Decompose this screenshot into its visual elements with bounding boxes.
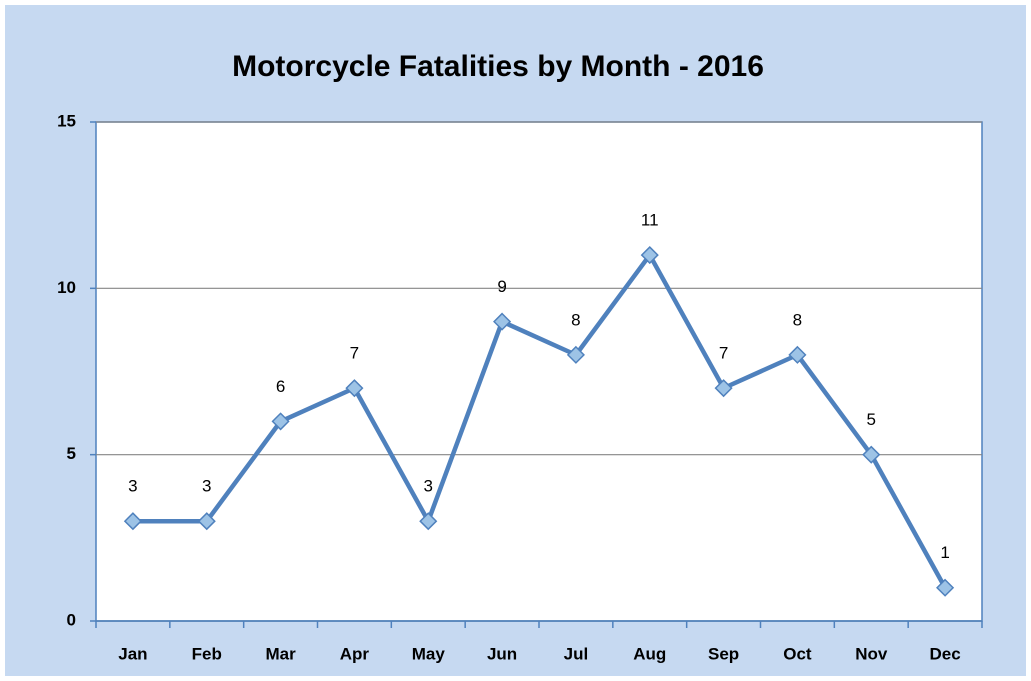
y-tick-label: 5 — [67, 444, 76, 463]
data-label: 7 — [719, 344, 728, 363]
chart-title: Motorcycle Fatalities by Month - 2016 — [232, 50, 764, 83]
marker — [862, 445, 881, 464]
marker — [640, 246, 659, 265]
data-label: 3 — [424, 477, 433, 496]
x-tick-label: Aug — [633, 644, 666, 663]
marker — [714, 379, 733, 398]
data-label: 6 — [276, 377, 285, 396]
data-label: 5 — [867, 410, 876, 429]
marker — [493, 312, 512, 331]
marker — [271, 412, 290, 431]
y-tick-label: 0 — [67, 610, 76, 629]
x-tick-label: May — [412, 644, 446, 663]
x-tick-label: Apr — [340, 644, 370, 663]
data-label: 3 — [128, 477, 137, 496]
x-tick-label: Sep — [708, 644, 739, 663]
x-tick-label: Oct — [783, 644, 812, 663]
x-tick-label: Dec — [929, 644, 960, 663]
data-label: 8 — [793, 310, 802, 329]
x-tick-label: Jan — [118, 644, 147, 663]
marker — [197, 512, 216, 531]
x-tick-label: Nov — [855, 644, 888, 663]
series-line — [132, 252, 948, 589]
marker — [566, 345, 585, 364]
plot-area — [95, 121, 983, 622]
x-tick-label: Jul — [564, 644, 589, 663]
marker — [419, 512, 438, 531]
data-label: 1 — [940, 543, 949, 562]
marker — [936, 578, 955, 597]
data-label: 8 — [571, 310, 580, 329]
x-tick-label: Jun — [487, 644, 517, 663]
x-tick-label: Feb — [192, 644, 222, 663]
data-label: 9 — [497, 277, 506, 296]
x-tick-label: Mar — [265, 644, 296, 663]
y-tick-label: 10 — [57, 278, 76, 297]
data-label: 11 — [641, 211, 659, 230]
data-label: 3 — [202, 477, 211, 496]
marker — [123, 512, 142, 531]
y-tick-label: 15 — [57, 111, 76, 130]
marker — [345, 379, 364, 398]
data-label: 7 — [350, 344, 359, 363]
marker — [788, 345, 807, 364]
